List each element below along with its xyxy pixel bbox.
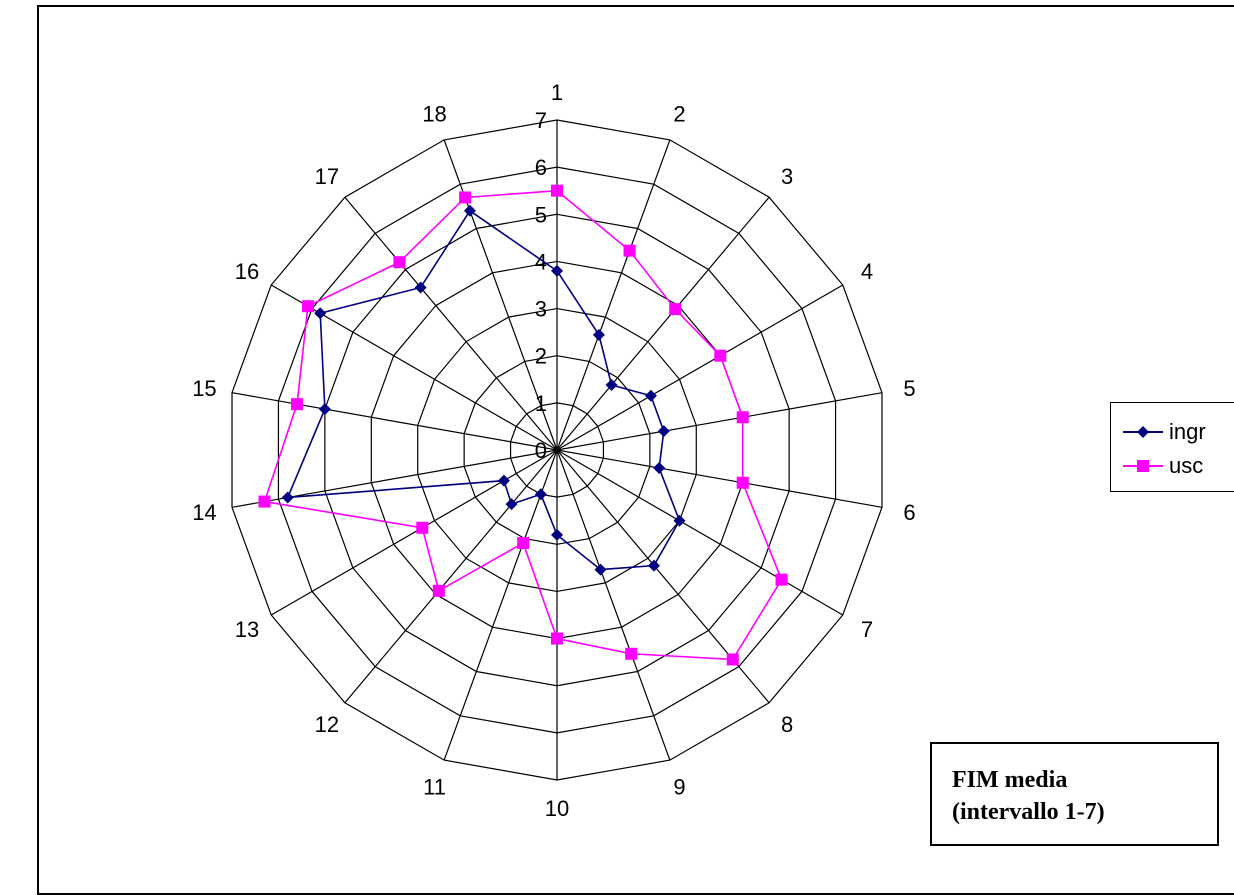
point-ingr-5 [657, 425, 670, 438]
annotation-line-1: FIM media [952, 767, 1068, 793]
radial-tick-2: 2 [535, 344, 547, 369]
grid-spoke-3 [556, 196, 770, 451]
point-ingr-4 [644, 389, 657, 402]
point-ingr-18 [463, 204, 476, 217]
category-label-18: 18 [422, 102, 446, 127]
legend: ingr usc [1110, 402, 1234, 492]
category-label-3: 3 [781, 164, 793, 189]
point-usc-11 [517, 537, 530, 550]
category-label-11: 11 [423, 774, 446, 799]
radial-tick-4: 4 [535, 249, 547, 274]
radial-tick-labels: 0 1 2 3 4 5 6 7 [535, 108, 547, 463]
category-label-6: 6 [903, 500, 915, 525]
grid-spoke-6 [556, 449, 883, 508]
series-ingr [281, 204, 686, 576]
point-ingr-12 [505, 498, 518, 511]
grid-spoke-7 [556, 449, 844, 616]
category-label-8: 8 [781, 712, 793, 737]
radial-tick-6: 6 [535, 155, 547, 180]
point-usc-9 [625, 647, 638, 660]
category-label-13: 13 [235, 617, 259, 642]
legend-marker-ingr [1123, 426, 1163, 438]
radial-tick-3: 3 [535, 297, 547, 322]
grid-spoke-13 [270, 449, 558, 616]
point-ingr-7 [673, 514, 686, 527]
point-usc-10 [551, 632, 563, 645]
point-ingr-13 [497, 474, 510, 487]
point-ingr-17 [414, 281, 427, 294]
category-label-9: 9 [673, 774, 685, 799]
point-usc-3 [669, 303, 682, 316]
radial-tick-0: 0 [535, 438, 547, 463]
legend-marker-usc [1123, 460, 1163, 472]
annotation-box: FIM media (intervallo 1-7) [930, 742, 1219, 846]
category-label-7: 7 [861, 617, 873, 642]
series-line-usc [263, 189, 783, 661]
category-label-4: 4 [861, 259, 873, 284]
point-usc-16 [301, 300, 314, 313]
point-usc-12 [432, 584, 445, 597]
category-label-2: 2 [673, 102, 685, 127]
radial-tick-7: 7 [535, 108, 547, 133]
point-ingr-15 [318, 403, 331, 416]
point-usc-4 [714, 349, 727, 362]
point-ingr-1 [551, 264, 563, 277]
grid-spoke-12 [344, 449, 558, 704]
radial-tick-1: 1 [535, 391, 547, 416]
point-ingr-9 [594, 563, 607, 576]
legend-label-usc: usc [1169, 453, 1204, 478]
point-ingr-10 [551, 528, 563, 541]
legend-item-usc: usc [1123, 451, 1203, 481]
point-usc-17 [393, 256, 406, 269]
grid-spoke-11 [443, 449, 558, 761]
point-usc-14 [258, 495, 271, 508]
grid-spoke-2 [556, 139, 671, 451]
point-usc-5 [736, 411, 749, 424]
category-label-1: 1 [551, 80, 563, 105]
radar-grid [231, 119, 883, 781]
point-ingr-2 [592, 328, 605, 341]
point-ingr-6 [653, 462, 666, 475]
category-label-14: 14 [192, 500, 216, 525]
annotation-line-2: (intervallo 1-7) [952, 799, 1105, 825]
category-label-15: 15 [192, 376, 216, 401]
category-label-17: 17 [315, 164, 339, 189]
category-label-5: 5 [903, 376, 915, 401]
radial-tick-5: 5 [535, 202, 547, 227]
point-ingr-8 [647, 559, 660, 572]
grid-spoke-15 [231, 392, 558, 451]
legend-item-ingr: ingr [1123, 417, 1206, 447]
series-usc [258, 184, 788, 666]
grid-spoke-5 [556, 392, 883, 451]
grid-spoke-17 [344, 196, 558, 451]
grid-spoke-4 [556, 284, 844, 451]
point-ingr-11 [534, 488, 547, 501]
point-usc-13 [416, 521, 429, 534]
category-label-10: 10 [545, 796, 569, 821]
point-ingr-16 [314, 307, 327, 320]
point-usc-7 [775, 573, 788, 586]
category-label-16: 16 [235, 259, 259, 284]
point-usc-6 [736, 476, 749, 489]
grid-spoke-9 [556, 449, 671, 761]
data-series [258, 184, 788, 666]
point-usc-18 [459, 191, 472, 204]
point-usc-15 [291, 398, 304, 411]
point-usc-2 [623, 244, 636, 257]
legend-label-ingr: ingr [1169, 419, 1206, 444]
point-ingr-14 [281, 491, 294, 504]
point-usc-8 [726, 653, 739, 666]
point-usc-1 [551, 184, 563, 197]
point-ingr-3 [605, 378, 618, 391]
category-label-12: 12 [315, 712, 339, 737]
